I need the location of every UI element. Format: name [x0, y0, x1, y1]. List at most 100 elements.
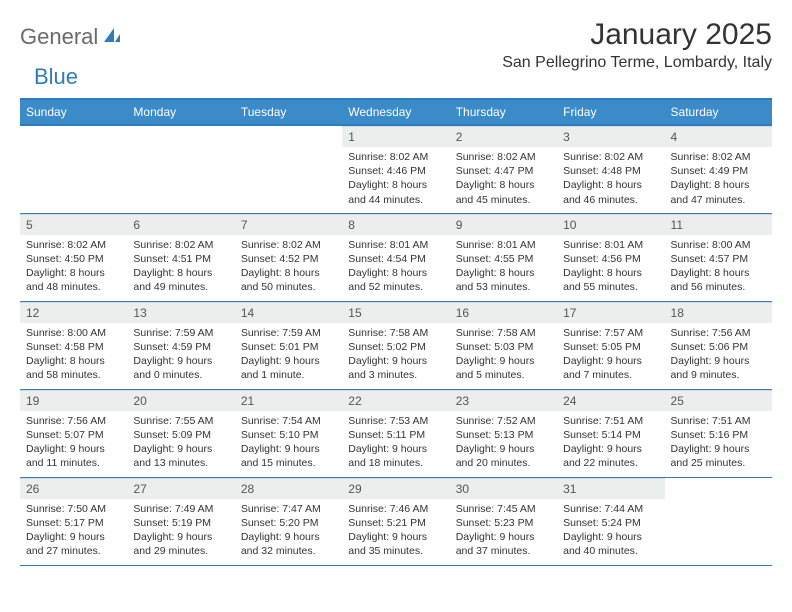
- calendar-day-cell: 15Sunrise: 7:58 AMSunset: 5:02 PMDayligh…: [342, 301, 449, 389]
- day-line: Daylight: 8 hours: [26, 354, 121, 368]
- day-content: Sunrise: 7:51 AMSunset: 5:14 PMDaylight:…: [557, 411, 664, 475]
- day-number: 23: [450, 390, 557, 411]
- day-line: and 47 minutes.: [671, 193, 766, 207]
- day-line: Sunset: 5:01 PM: [241, 340, 336, 354]
- day-number: 9: [450, 214, 557, 235]
- day-line: Sunset: 5:09 PM: [133, 428, 228, 442]
- day-number: 28: [235, 478, 342, 499]
- day-number: 18: [665, 302, 772, 323]
- calendar-day-cell: 4Sunrise: 8:02 AMSunset: 4:49 PMDaylight…: [665, 125, 772, 213]
- calendar-day-cell: 28Sunrise: 7:47 AMSunset: 5:20 PMDayligh…: [235, 477, 342, 565]
- day-number: 5: [20, 214, 127, 235]
- day-content: Sunrise: 7:59 AMSunset: 4:59 PMDaylight:…: [127, 323, 234, 387]
- logo-sail-icon: [102, 26, 122, 49]
- day-line: and 50 minutes.: [241, 280, 336, 294]
- calendar-week-row: 19Sunrise: 7:56 AMSunset: 5:07 PMDayligh…: [20, 389, 772, 477]
- day-line: Sunrise: 7:52 AM: [456, 414, 551, 428]
- day-line: Sunrise: 8:01 AM: [563, 238, 658, 252]
- day-line: and 11 minutes.: [26, 456, 121, 470]
- day-line: Sunset: 5:17 PM: [26, 516, 121, 530]
- day-line: Sunrise: 8:01 AM: [456, 238, 551, 252]
- day-number: 3: [557, 126, 664, 147]
- day-number: 29: [342, 478, 449, 499]
- day-line: Sunrise: 8:02 AM: [133, 238, 228, 252]
- day-line: and 20 minutes.: [456, 456, 551, 470]
- day-line: Daylight: 9 hours: [563, 354, 658, 368]
- day-number: 2: [450, 126, 557, 147]
- day-line: Daylight: 9 hours: [133, 530, 228, 544]
- month-title: January 2025: [502, 18, 772, 52]
- calendar-day-cell: 8Sunrise: 8:01 AMSunset: 4:54 PMDaylight…: [342, 213, 449, 301]
- day-line: Daylight: 9 hours: [563, 530, 658, 544]
- day-content: Sunrise: 8:02 AMSunset: 4:46 PMDaylight:…: [342, 147, 449, 211]
- day-line: Sunset: 4:55 PM: [456, 252, 551, 266]
- weekday-header: Wednesday: [342, 99, 449, 125]
- day-line: Sunrise: 7:58 AM: [348, 326, 443, 340]
- day-line: and 40 minutes.: [563, 544, 658, 558]
- day-content: Sunrise: 8:02 AMSunset: 4:48 PMDaylight:…: [557, 147, 664, 211]
- day-line: Sunrise: 7:59 AM: [241, 326, 336, 340]
- day-line: and 45 minutes.: [456, 193, 551, 207]
- day-line: Sunrise: 7:47 AM: [241, 502, 336, 516]
- calendar-day-cell: 2Sunrise: 8:02 AMSunset: 4:47 PMDaylight…: [450, 125, 557, 213]
- calendar-week-row: 26Sunrise: 7:50 AMSunset: 5:17 PMDayligh…: [20, 477, 772, 565]
- day-line: Sunrise: 7:58 AM: [456, 326, 551, 340]
- day-line: Daylight: 9 hours: [241, 530, 336, 544]
- day-line: Daylight: 9 hours: [26, 530, 121, 544]
- calendar-day-cell: 3Sunrise: 8:02 AMSunset: 4:48 PMDaylight…: [557, 125, 664, 213]
- day-line: Daylight: 8 hours: [563, 178, 658, 192]
- calendar-day-cell: 11Sunrise: 8:00 AMSunset: 4:57 PMDayligh…: [665, 213, 772, 301]
- day-line: Sunrise: 7:59 AM: [133, 326, 228, 340]
- day-line: and 18 minutes.: [348, 456, 443, 470]
- day-content: Sunrise: 7:44 AMSunset: 5:24 PMDaylight:…: [557, 499, 664, 563]
- day-line: Sunrise: 8:01 AM: [348, 238, 443, 252]
- day-number: 1: [342, 126, 449, 147]
- calendar-day-cell: 17Sunrise: 7:57 AMSunset: 5:05 PMDayligh…: [557, 301, 664, 389]
- day-content: Sunrise: 8:02 AMSunset: 4:50 PMDaylight:…: [20, 235, 127, 299]
- calendar-day-cell: 6Sunrise: 8:02 AMSunset: 4:51 PMDaylight…: [127, 213, 234, 301]
- day-content: Sunrise: 7:59 AMSunset: 5:01 PMDaylight:…: [235, 323, 342, 387]
- day-line: Sunset: 5:21 PM: [348, 516, 443, 530]
- calendar-week-row: 5Sunrise: 8:02 AMSunset: 4:50 PMDaylight…: [20, 213, 772, 301]
- day-line: Sunrise: 7:56 AM: [671, 326, 766, 340]
- day-line: and 52 minutes.: [348, 280, 443, 294]
- day-line: Sunset: 4:50 PM: [26, 252, 121, 266]
- day-content: Sunrise: 7:55 AMSunset: 5:09 PMDaylight:…: [127, 411, 234, 475]
- day-line: Sunrise: 7:53 AM: [348, 414, 443, 428]
- day-line: Daylight: 9 hours: [456, 354, 551, 368]
- day-line: Sunset: 4:58 PM: [26, 340, 121, 354]
- day-line: Daylight: 8 hours: [456, 266, 551, 280]
- day-number: 16: [450, 302, 557, 323]
- day-line: Sunset: 4:56 PM: [563, 252, 658, 266]
- day-line: Daylight: 9 hours: [671, 442, 766, 456]
- day-line: and 56 minutes.: [671, 280, 766, 294]
- calendar-day-cell: 12Sunrise: 8:00 AMSunset: 4:58 PMDayligh…: [20, 301, 127, 389]
- day-content: Sunrise: 8:00 AMSunset: 4:58 PMDaylight:…: [20, 323, 127, 387]
- calendar-day-cell: 5Sunrise: 8:02 AMSunset: 4:50 PMDaylight…: [20, 213, 127, 301]
- day-content: Sunrise: 7:50 AMSunset: 5:17 PMDaylight:…: [20, 499, 127, 563]
- day-line: Daylight: 8 hours: [241, 266, 336, 280]
- day-line: Sunset: 4:52 PM: [241, 252, 336, 266]
- day-line: Daylight: 8 hours: [26, 266, 121, 280]
- day-line: Daylight: 9 hours: [133, 354, 228, 368]
- day-content: Sunrise: 8:01 AMSunset: 4:56 PMDaylight:…: [557, 235, 664, 299]
- day-line: Sunset: 5:14 PM: [563, 428, 658, 442]
- day-line: Sunrise: 7:49 AM: [133, 502, 228, 516]
- calendar-day-cell: 1Sunrise: 8:02 AMSunset: 4:46 PMDaylight…: [342, 125, 449, 213]
- day-line: Sunset: 4:46 PM: [348, 164, 443, 178]
- day-line: and 9 minutes.: [671, 368, 766, 382]
- day-line: Sunrise: 7:45 AM: [456, 502, 551, 516]
- day-line: Sunrise: 7:46 AM: [348, 502, 443, 516]
- day-line: Sunrise: 8:02 AM: [26, 238, 121, 252]
- day-line: Sunset: 5:16 PM: [671, 428, 766, 442]
- day-line: Sunset: 5:23 PM: [456, 516, 551, 530]
- calendar-day-cell: 24Sunrise: 7:51 AMSunset: 5:14 PMDayligh…: [557, 389, 664, 477]
- day-line: Sunset: 5:11 PM: [348, 428, 443, 442]
- weekday-header: Saturday: [665, 99, 772, 125]
- day-line: Sunset: 4:51 PM: [133, 252, 228, 266]
- calendar-head: SundayMondayTuesdayWednesdayThursdayFrid…: [20, 99, 772, 125]
- day-number: 13: [127, 302, 234, 323]
- day-content: Sunrise: 8:00 AMSunset: 4:57 PMDaylight:…: [665, 235, 772, 299]
- day-number: 10: [557, 214, 664, 235]
- day-line: and 48 minutes.: [26, 280, 121, 294]
